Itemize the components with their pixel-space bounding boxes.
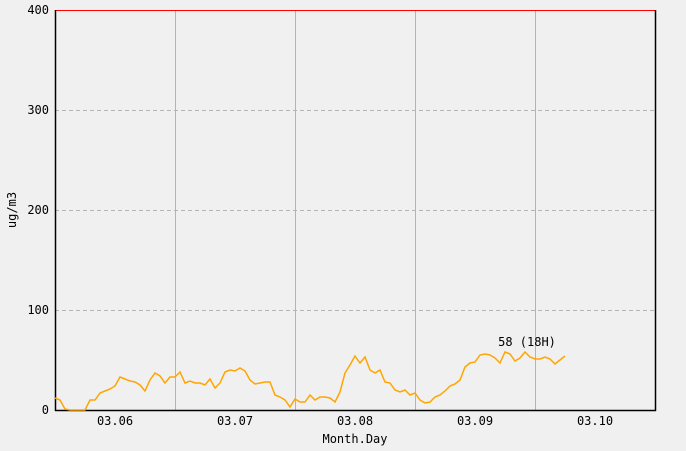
y-tick-label: 0 xyxy=(42,403,49,417)
x-tick-label: 03.07 xyxy=(217,414,253,428)
grid xyxy=(55,10,655,410)
x-axis-label: Month.Day xyxy=(322,432,387,446)
max-annotation: 58 (18H) xyxy=(498,335,556,349)
x-tick-label: 03.08 xyxy=(337,414,373,428)
y-axis-label: ug/m3 xyxy=(5,192,19,228)
y-tick-labels: 0 100 200 300 400 xyxy=(27,3,49,417)
y-tick-label: 100 xyxy=(27,303,49,317)
x-tick-labels: 03.06 03.07 03.08 03.09 03.10 xyxy=(97,414,613,428)
axes xyxy=(54,10,657,412)
y-tick-label: 200 xyxy=(27,203,49,217)
x-tick-label: 03.10 xyxy=(577,414,613,428)
x-tick-label: 03.09 xyxy=(457,414,493,428)
x-tick-label: 03.06 xyxy=(97,414,133,428)
y-tick-label: 300 xyxy=(27,103,49,117)
series-line xyxy=(54,350,566,411)
y-tick-label: 400 xyxy=(27,3,49,17)
